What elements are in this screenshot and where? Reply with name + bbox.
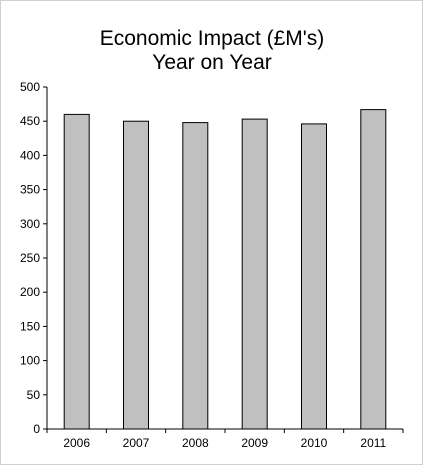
y-tick-label-450: 450 <box>20 114 40 128</box>
bar-2008 <box>182 122 209 430</box>
bar-2011 <box>360 109 387 430</box>
bar-2007 <box>123 120 149 430</box>
y-tick-label-50: 50 <box>27 388 41 402</box>
y-tick-label-200: 200 <box>20 285 40 299</box>
x-tick-label-2011: 2011 <box>360 436 386 450</box>
bar-2006 <box>63 113 90 430</box>
y-tick-label-350: 350 <box>20 183 40 197</box>
x-tick-label-2009: 2009 <box>241 436 268 450</box>
x-tick-label-2007: 2007 <box>123 436 150 450</box>
bar-2009 <box>241 118 268 430</box>
x-tick-label-2008: 2008 <box>182 436 209 450</box>
bar-2010 <box>301 123 327 430</box>
y-tick-label-250: 250 <box>20 251 40 265</box>
plot-area: 0 50 100 150 200 250 300 350 400 450 500 2006 2007 20… <box>20 80 404 450</box>
x-tick-label-2010: 2010 <box>301 436 328 450</box>
chart-title-line-1: Economic Impact (£M's) <box>100 27 325 50</box>
y-tick-label-150: 150 <box>20 319 40 333</box>
x-tick-label-2006: 2006 <box>63 436 90 450</box>
y-tick-label-300: 300 <box>20 217 40 231</box>
y-tick-label-100: 100 <box>20 354 40 368</box>
y-tick-label-400: 400 <box>20 148 40 162</box>
y-tick-label-500: 500 <box>20 80 40 94</box>
chart-title-line-2: Year on Year <box>152 51 272 74</box>
y-tick-label-0: 0 <box>33 422 40 436</box>
